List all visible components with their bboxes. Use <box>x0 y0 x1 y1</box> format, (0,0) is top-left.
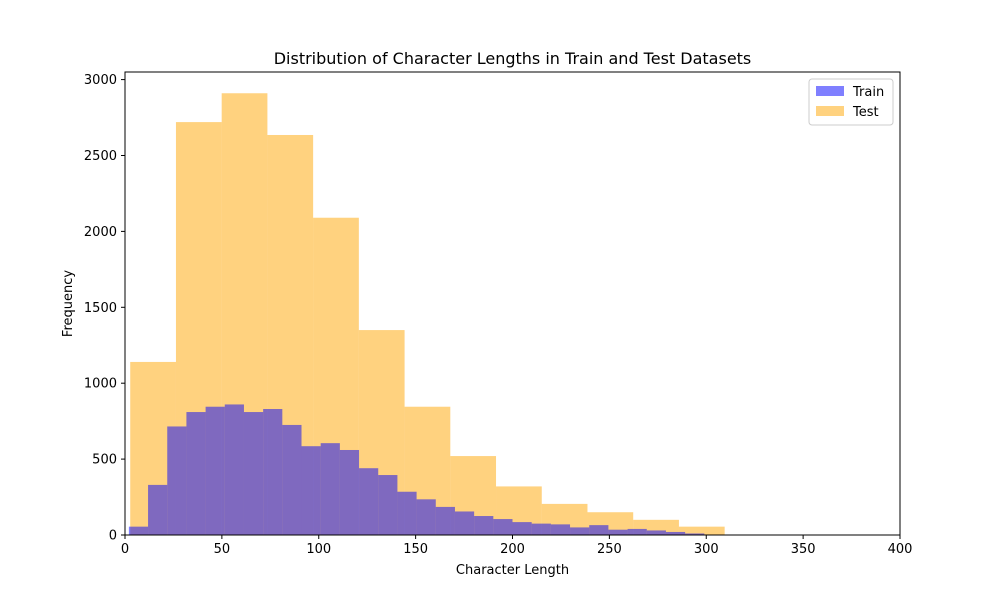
y-tick-label: 3000 <box>84 73 117 88</box>
y-tick-label: 0 <box>109 529 117 544</box>
train-bar <box>493 519 513 535</box>
train-bar <box>531 523 551 535</box>
train-bar <box>397 491 417 535</box>
train-bar <box>339 449 360 535</box>
train-bar <box>550 524 571 535</box>
train-bar <box>512 522 532 535</box>
test-bar <box>678 526 725 535</box>
train-bar <box>685 533 705 535</box>
train-bar <box>608 529 628 535</box>
legend: Train Test <box>808 78 894 126</box>
y-tick-label: 500 <box>92 453 117 468</box>
y-tick-label: 2000 <box>84 225 117 240</box>
train-bar <box>205 406 225 535</box>
train-bar <box>570 527 590 535</box>
y-axis-label: Frequency <box>61 270 76 337</box>
y-tick-label: 1000 <box>84 377 117 392</box>
train-bar <box>589 525 609 535</box>
chart-title: Distribution of Character Lengths in Tra… <box>274 49 752 68</box>
train-bar <box>474 516 494 535</box>
train-bar <box>148 484 168 535</box>
train-bar <box>378 475 398 535</box>
train-bar <box>416 499 436 535</box>
train-bar <box>665 531 686 535</box>
train-bar <box>359 468 379 535</box>
train-bar <box>435 506 455 535</box>
legend-test-label: Test <box>852 105 879 120</box>
legend-test-swatch <box>816 106 844 116</box>
x-tick-label: 300 <box>694 542 719 557</box>
x-tick-label: 100 <box>306 542 331 557</box>
train-bar <box>454 511 475 535</box>
train-bar <box>186 412 206 535</box>
x-tick-label: 400 <box>888 542 913 557</box>
legend-train-swatch <box>816 86 844 96</box>
legend-train-label: Train <box>852 85 884 100</box>
y-tick-label: 1500 <box>84 301 117 316</box>
train-bar <box>128 526 149 535</box>
x-axis-ticks: 0 50 100 150 200 250 300 350 400 <box>121 535 913 557</box>
x-tick-label: 0 <box>121 542 129 557</box>
train-bar <box>167 426 187 535</box>
train-bar <box>224 404 244 535</box>
x-tick-label: 250 <box>597 542 622 557</box>
x-tick-label: 150 <box>403 542 428 557</box>
train-bar <box>646 530 666 535</box>
x-tick-label: 200 <box>500 542 525 557</box>
train-bar <box>320 443 340 535</box>
y-tick-label: 2500 <box>84 149 117 164</box>
train-series-bars <box>128 404 705 535</box>
train-bar <box>243 412 264 535</box>
train-bar <box>627 528 647 535</box>
train-bar <box>263 409 283 535</box>
y-axis-ticks: 0 500 1000 1500 2000 2500 3000 <box>84 73 125 544</box>
x-tick-label: 350 <box>791 542 816 557</box>
x-tick-label: 50 <box>214 542 231 557</box>
train-bar <box>282 424 302 535</box>
train-bar <box>301 446 321 535</box>
x-axis-label: Character Length <box>456 563 569 578</box>
